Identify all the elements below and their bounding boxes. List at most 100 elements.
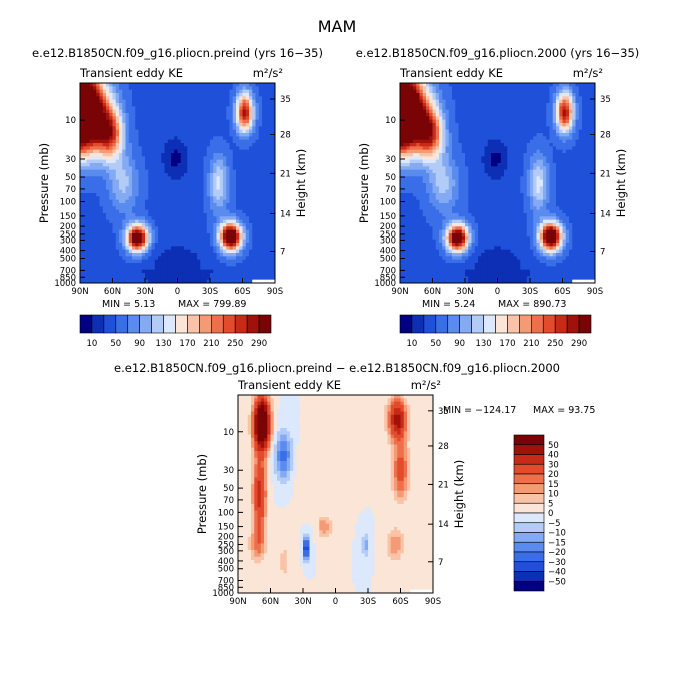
field-cell bbox=[132, 273, 136, 277]
field-cell bbox=[474, 96, 479, 101]
field-cell bbox=[145, 239, 149, 244]
field-cell bbox=[271, 179, 276, 184]
field-cell bbox=[171, 133, 175, 137]
field-cell bbox=[171, 173, 175, 177]
field-cell bbox=[141, 99, 146, 104]
field-cell bbox=[239, 193, 243, 197]
field-cell bbox=[138, 153, 143, 157]
field-cell bbox=[86, 246, 91, 251]
field-cell bbox=[180, 166, 185, 171]
field-cell bbox=[552, 126, 557, 131]
field-cell bbox=[458, 139, 463, 144]
field-cell bbox=[138, 183, 143, 187]
field-cell bbox=[89, 279, 94, 284]
field-cell bbox=[565, 139, 570, 144]
field-cell bbox=[494, 86, 498, 91]
field-cell bbox=[468, 113, 472, 117]
field-cell bbox=[223, 96, 227, 101]
field-cell bbox=[132, 123, 136, 127]
field-cell bbox=[112, 149, 117, 154]
field-cell bbox=[523, 123, 528, 127]
field-cell bbox=[504, 133, 508, 137]
field-cell bbox=[135, 99, 139, 104]
field-cell bbox=[138, 213, 143, 217]
field-cell bbox=[213, 249, 217, 254]
field-cell bbox=[93, 249, 97, 254]
field-cell bbox=[86, 93, 91, 97]
field-cell bbox=[242, 236, 247, 241]
field-cell bbox=[96, 166, 100, 171]
field-cell bbox=[258, 103, 263, 107]
field-cell bbox=[468, 93, 472, 97]
field-cell bbox=[249, 109, 253, 114]
field-cell bbox=[200, 229, 204, 234]
field-cell bbox=[112, 209, 117, 214]
field-cell bbox=[497, 89, 502, 94]
field-cell bbox=[164, 233, 169, 237]
field-cell bbox=[80, 229, 84, 234]
field-cell bbox=[229, 246, 234, 251]
field-cell bbox=[226, 259, 230, 264]
field-cell bbox=[102, 159, 107, 164]
field-cell bbox=[219, 229, 224, 234]
field-cell bbox=[448, 106, 453, 111]
field-cell bbox=[442, 153, 446, 157]
field-cell bbox=[158, 109, 162, 114]
field-cell bbox=[435, 126, 440, 131]
field-cell bbox=[154, 133, 159, 137]
field-cell bbox=[187, 156, 191, 161]
field-cell bbox=[226, 183, 230, 187]
field-cell bbox=[151, 139, 156, 144]
field-cell bbox=[174, 199, 178, 204]
field-cell bbox=[122, 129, 126, 134]
field-cell bbox=[588, 99, 593, 104]
field-cell bbox=[119, 96, 123, 101]
field-cell bbox=[242, 159, 247, 164]
field-cell bbox=[151, 203, 156, 207]
field-cell bbox=[474, 116, 479, 121]
field-cell bbox=[122, 209, 126, 214]
field-cell bbox=[174, 173, 178, 177]
field-cell bbox=[161, 106, 165, 111]
field-cell bbox=[102, 226, 107, 231]
field-cell bbox=[556, 96, 560, 101]
field-cell bbox=[141, 199, 146, 204]
field-cell bbox=[80, 206, 84, 211]
field-cell bbox=[426, 96, 430, 101]
field-cell bbox=[145, 163, 149, 167]
field-cell bbox=[141, 266, 146, 271]
field-cell bbox=[258, 189, 263, 194]
field-cell bbox=[413, 109, 417, 114]
field-cell bbox=[543, 109, 547, 114]
field-cell bbox=[80, 259, 84, 264]
field-cell bbox=[132, 239, 136, 244]
field-cell bbox=[190, 149, 195, 154]
field-cell bbox=[141, 203, 146, 207]
field-cell bbox=[193, 176, 198, 181]
field-cell bbox=[174, 163, 178, 167]
field-cell bbox=[109, 263, 113, 267]
field-cell bbox=[141, 259, 146, 264]
field-cell bbox=[184, 149, 188, 154]
field-cell bbox=[530, 89, 534, 94]
field-cell bbox=[262, 133, 266, 137]
field-cell bbox=[83, 196, 87, 201]
field-cell bbox=[471, 103, 476, 107]
field-cell bbox=[135, 209, 139, 214]
field-cell bbox=[249, 113, 253, 117]
field-cell bbox=[177, 109, 182, 114]
field-cell bbox=[409, 146, 414, 151]
field-cell bbox=[533, 83, 537, 87]
field-cell bbox=[252, 196, 256, 201]
field-cell bbox=[174, 86, 178, 91]
field-cell bbox=[497, 109, 502, 114]
field-cell bbox=[96, 153, 100, 157]
field-cell bbox=[572, 139, 576, 144]
field-cell bbox=[569, 86, 573, 91]
field-cell bbox=[265, 133, 269, 137]
field-cell bbox=[135, 106, 139, 111]
field-cell bbox=[109, 223, 113, 227]
field-cell bbox=[242, 209, 247, 214]
field-cell bbox=[448, 133, 453, 137]
field-cell bbox=[151, 176, 156, 181]
